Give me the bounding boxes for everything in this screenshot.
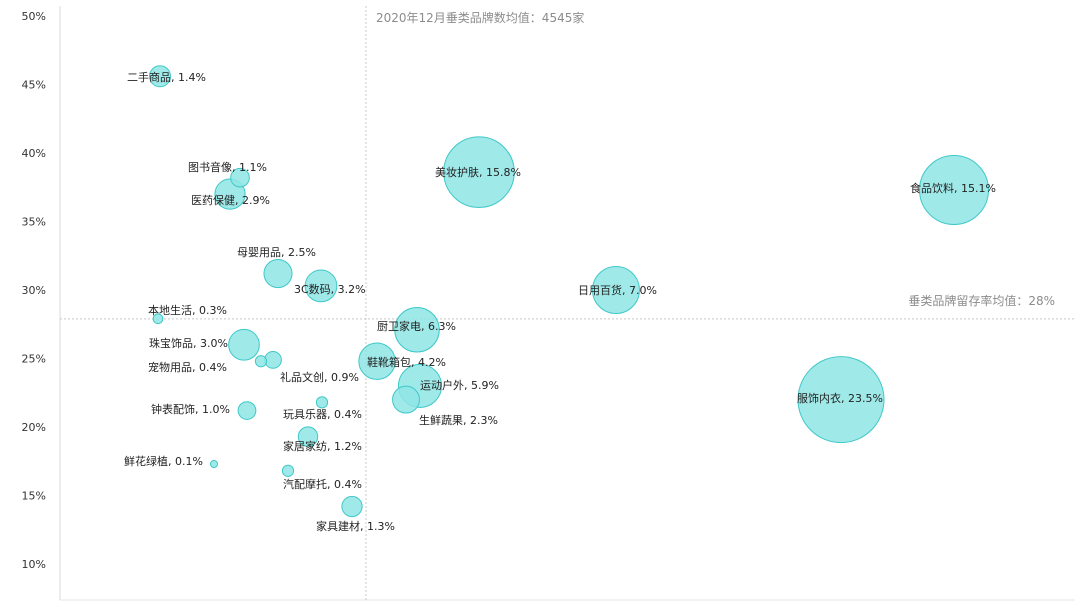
- y-tick-label: 30%: [22, 284, 46, 297]
- horizontal-mean-label: 垂类品牌留存率均值：28%: [908, 293, 1055, 308]
- bubble-point: [281, 464, 295, 477]
- bubble-point: [254, 355, 268, 368]
- bubble-point: [315, 396, 329, 409]
- bubble-point: [592, 266, 640, 314]
- bubble-data-label: 宠物用品, 0.4%: [148, 360, 227, 374]
- bubble-point: [297, 426, 319, 447]
- bubble-point: [228, 328, 260, 361]
- bubble-data-label: 母婴用品, 2.5%: [237, 246, 316, 259]
- bubble-data-label: 玩具乐器, 0.4%: [283, 408, 362, 421]
- bubble-point: [152, 313, 164, 325]
- bubble-point: [919, 155, 989, 225]
- bubble-data-label: 3C数码, 3.2%: [294, 283, 366, 296]
- bubble-point: [264, 350, 282, 369]
- bubble-data-label: 本地生活, 0.3%: [148, 303, 227, 317]
- bubble-data-label: 运动户外, 5.9%: [420, 378, 499, 392]
- y-tick-label: 10%: [22, 558, 46, 571]
- bubble-data-label: 家具建材, 1.3%: [316, 519, 395, 533]
- axis-layer: 50% 45% 40% 35% 30% 25% 20% 15% 10%: [22, 6, 1075, 601]
- bubble-point: [358, 342, 396, 380]
- bubble-data-label: 珠宝饰品, 3.0%: [149, 336, 228, 350]
- bubble-point: [394, 306, 440, 353]
- bubble-point: [304, 269, 338, 303]
- bubble-point: [237, 401, 257, 420]
- bubble-data-label: 美妆护肤, 15.8%: [435, 165, 521, 179]
- bubble-point: [210, 459, 218, 468]
- vertical-mean-label: 2020年12月垂类品牌数均值：4545家: [376, 10, 584, 25]
- y-tick-label: 40%: [22, 147, 46, 160]
- bubble-point: [149, 65, 171, 88]
- bubble-data-label: 生鲜蔬果, 2.3%: [419, 413, 498, 427]
- bubble-point: [341, 495, 363, 518]
- y-tick-label: 20%: [22, 421, 46, 434]
- bubble-data-label: 厨卫家电, 6.3%: [377, 319, 456, 333]
- bubble-data-label: 鞋靴箱包, 4.2%: [367, 355, 446, 369]
- bubble-data-label: 二手商品, 1.4%: [127, 70, 206, 84]
- bubble-data-label: 鲜花绿植, 0.1%: [124, 454, 203, 468]
- y-tick-label: 25%: [22, 353, 46, 366]
- bubble-data-label: 礼品文创, 0.9%: [280, 370, 359, 384]
- label-layer: 二手商品, 1.4% 图书音像, 1.1% 医药保健, 2.9% 母婴用品, 2.5%…: [124, 70, 996, 533]
- bubble-point: [230, 167, 250, 188]
- bubble-data-label: 钟表配饰, 1.0%: [151, 402, 230, 416]
- y-tick-label: 50%: [22, 10, 46, 23]
- y-tick-label: 15%: [22, 490, 46, 503]
- y-tick-label: 35%: [22, 216, 46, 229]
- bubble-data-label: 图书音像, 1.1%: [188, 160, 267, 174]
- y-tick-label: 45%: [22, 79, 46, 92]
- bubble-data-label: 服饰内衣, 23.5%: [797, 391, 883, 405]
- bubble-data-label: 医药保健, 2.9%: [191, 193, 270, 207]
- bubble-data-label: 食品饮料, 15.1%: [910, 181, 996, 195]
- bubble-point: [797, 356, 885, 444]
- bubble-data-label: 日用百货, 7.0%: [578, 283, 657, 297]
- bubble-layer: [149, 65, 989, 518]
- bubble-point: [392, 385, 420, 414]
- bubble-point: [443, 136, 515, 208]
- bubble-point: [263, 259, 293, 289]
- bubble-data-label: 汽配摩托, 0.4%: [283, 477, 362, 491]
- bubble-data-label: 家居家纺, 1.2%: [283, 439, 362, 453]
